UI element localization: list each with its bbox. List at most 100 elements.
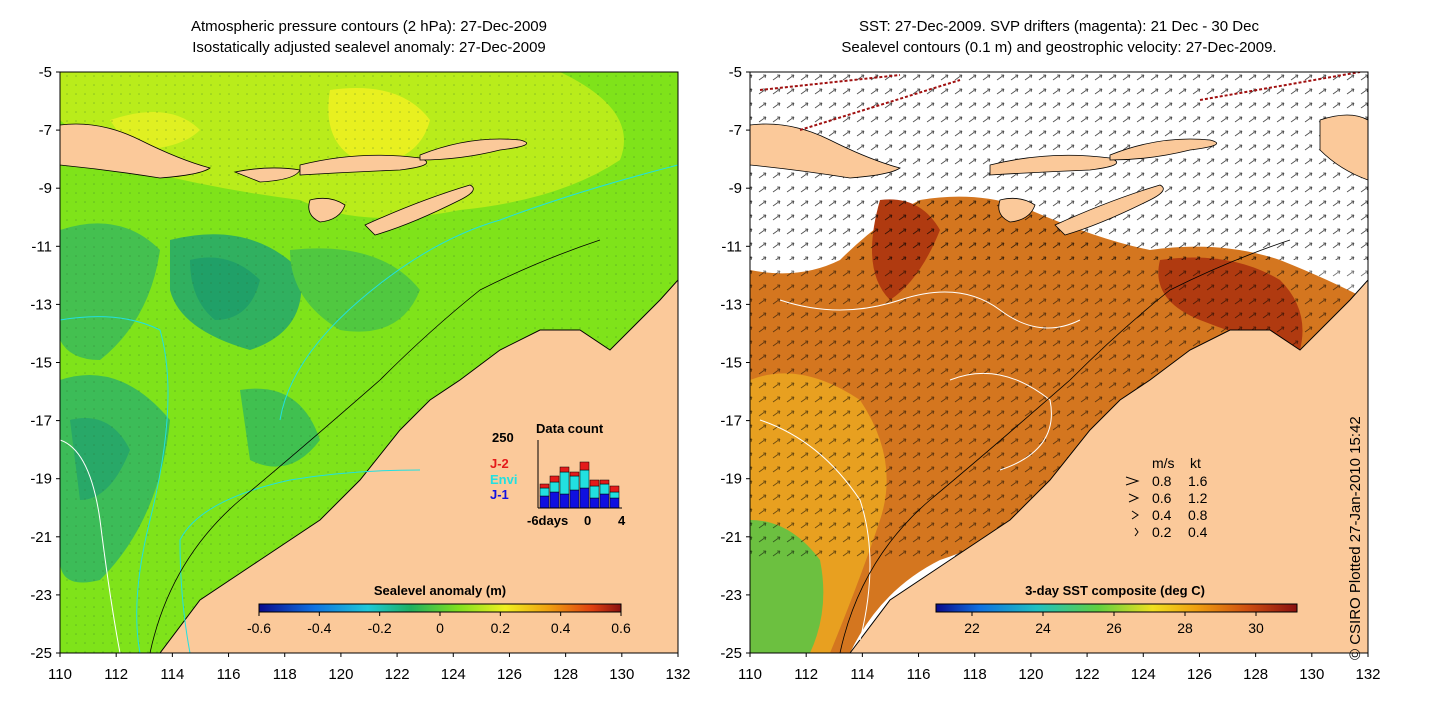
velocity-legend-kt-value: 1.6 — [1188, 473, 1208, 489]
right-y-tick-label: -21 — [720, 529, 742, 546]
inset-bar-segment — [559, 466, 570, 473]
left-y-tick-label: -19 — [30, 471, 52, 488]
left-y-tick-label: -7 — [39, 122, 52, 139]
velocity-legend-arrow — [1131, 510, 1139, 520]
inset-bar-segment — [539, 495, 550, 509]
right-title-line1: SST: 27-Dec-2009. SVP drifters (magenta)… — [859, 18, 1259, 35]
left-y-tick-label: -23 — [30, 587, 52, 604]
alor-island-right — [1109, 138, 1217, 161]
right-y-tick-label: -5 — [729, 64, 742, 81]
right-y-tick-label: -15 — [720, 355, 742, 372]
inset-title: Data count — [536, 421, 604, 436]
left-panel-title: Atmospheric pressure contours (2 hPa): 2… — [60, 16, 678, 58]
inset-x-label-end: 4 — [618, 513, 626, 528]
australia-land — [159, 279, 678, 653]
anomaly-colorbar-scale — [258, 603, 622, 613]
flores-island-right — [989, 154, 1117, 176]
right-x-tick-label: 122 — [1075, 666, 1100, 683]
right-x-tick-label: 120 — [1018, 666, 1043, 683]
anomaly-colorbar-tick-label: 0.4 — [551, 620, 571, 636]
drifter-track — [1199, 72, 1361, 101]
right-y-tick-label: -25 — [720, 645, 742, 662]
left-x-tick-label: 130 — [609, 666, 634, 683]
right-y-tick-label: -7 — [729, 122, 742, 139]
right-map — [750, 72, 1368, 653]
inset-bar-segment — [589, 479, 600, 487]
timor-island — [364, 184, 474, 236]
velocity-legend-arrow — [1134, 527, 1139, 537]
sst-sealevel-contour — [759, 419, 871, 641]
inset-bar-segment — [569, 489, 580, 509]
left-x-tick-label: 128 — [553, 666, 578, 683]
velocity-legend-kt-value: 1.2 — [1188, 490, 1208, 506]
inset-bar-segment — [539, 483, 550, 489]
inset-bar-segment — [609, 485, 620, 493]
right-x-tick-label: 132 — [1355, 666, 1380, 683]
velocity-legend-arrow — [1128, 493, 1140, 503]
inset-bar-segment — [609, 497, 620, 509]
bathymetry-contour — [149, 239, 601, 653]
sumba-island — [308, 197, 346, 223]
pressure-contour — [60, 316, 169, 653]
inset-bar-segment — [549, 475, 560, 483]
right-y-tick-label: -9 — [729, 180, 742, 197]
anomaly-colorbar-label: Sealevel anomaly (m) — [374, 583, 506, 598]
sst-sealevel-contour — [949, 372, 1052, 471]
data-count-inset: Data count 250 J-2 Envi J-1 -6days 0 4 — [490, 421, 626, 528]
left-x-tick-label: 110 — [48, 666, 72, 683]
inset-bar-segment — [579, 469, 590, 489]
inset-bar-segment — [579, 461, 590, 471]
right-x-tick-label: 130 — [1299, 666, 1324, 683]
right-x-tick-label: 126 — [1187, 666, 1212, 683]
left-y-tick-label: -17 — [30, 413, 52, 430]
left-title-line1: Atmospheric pressure contours (2 hPa): 2… — [190, 18, 547, 35]
right-y-tick-label: -11 — [721, 238, 742, 255]
inset-legend-j1: J-1 — [490, 487, 509, 502]
left-x-tick-label: 126 — [497, 666, 522, 683]
timor-island-right — [1054, 184, 1164, 236]
right-y-tick-label: -13 — [720, 296, 742, 313]
left-map — [60, 72, 678, 653]
pressure-contour — [179, 469, 421, 653]
inset-x-label-start: -6days — [527, 513, 568, 528]
right-title-line2: Sealevel contours (0.1 m) and geostrophi… — [841, 39, 1277, 56]
left-y-tick-label: -5 — [39, 64, 52, 81]
inset-ymax: 250 — [492, 430, 514, 445]
anomaly-colorbar-tick-label: 0 — [436, 620, 444, 636]
velocity-legend-arrow — [1125, 476, 1140, 486]
right-y-tick-label: -23 — [720, 587, 742, 604]
sst-colorbar-tick-label: 30 — [1248, 620, 1264, 636]
sst-colorbar-scale — [935, 603, 1298, 613]
velocity-legend-kt-value: 0.4 — [1188, 524, 1208, 540]
left-axes-labels: -5 -7 -9 -11 -13 -15 -17 -19 -21 -23 -25 110 112 114 1… — [30, 64, 690, 683]
velocity-legend-kt-header: kt — [1190, 455, 1201, 471]
velocity-legend-rows: 0.8 1.60.6 1.20.4 0.80.2 0.4 — [1125, 473, 1208, 540]
anomaly-colorbar-ticks: -0.6 -0.4 -0.2 0 0.2 0.4 0.6 — [247, 612, 631, 636]
left-x-tick-label: 120 — [328, 666, 353, 683]
velocity-legend-ms-value: 0.4 — [1152, 507, 1172, 523]
left-y-tick-label: -9 — [39, 180, 52, 197]
csiro-credit: © CSIRO Plotted 27-Jan-2010 15:42 — [1347, 416, 1364, 660]
left-x-tick-label: 122 — [385, 666, 410, 683]
inset-bar-segment — [549, 481, 560, 493]
drifter-track — [759, 74, 961, 131]
left-x-tick-label: 116 — [217, 666, 241, 683]
right-x-tick-label: 116 — [907, 666, 931, 683]
inset-legend-j2: J-2 — [490, 456, 509, 471]
alor-island — [419, 138, 527, 161]
new-guinea-coast — [1319, 114, 1368, 181]
sealevel-contour — [60, 439, 121, 653]
velocity-legend-ms-value: 0.8 — [1152, 473, 1172, 489]
velocity-legend-ms-value: 0.6 — [1152, 490, 1172, 506]
inset-bar-segment — [599, 493, 610, 509]
anomaly-colorbar-tick-label: -0.2 — [368, 620, 392, 636]
anomaly-colorbar-tick-label: 0.6 — [611, 620, 631, 636]
java-island-right — [750, 123, 901, 179]
inset-legend-envi: Envi — [490, 472, 517, 487]
pressure-contour — [279, 164, 678, 421]
right-x-tick-label: 112 — [794, 666, 818, 683]
inset-bar-segment — [559, 471, 570, 495]
left-y-tick-label: -25 — [30, 645, 52, 662]
bathymetry-contour-right — [839, 239, 1291, 653]
